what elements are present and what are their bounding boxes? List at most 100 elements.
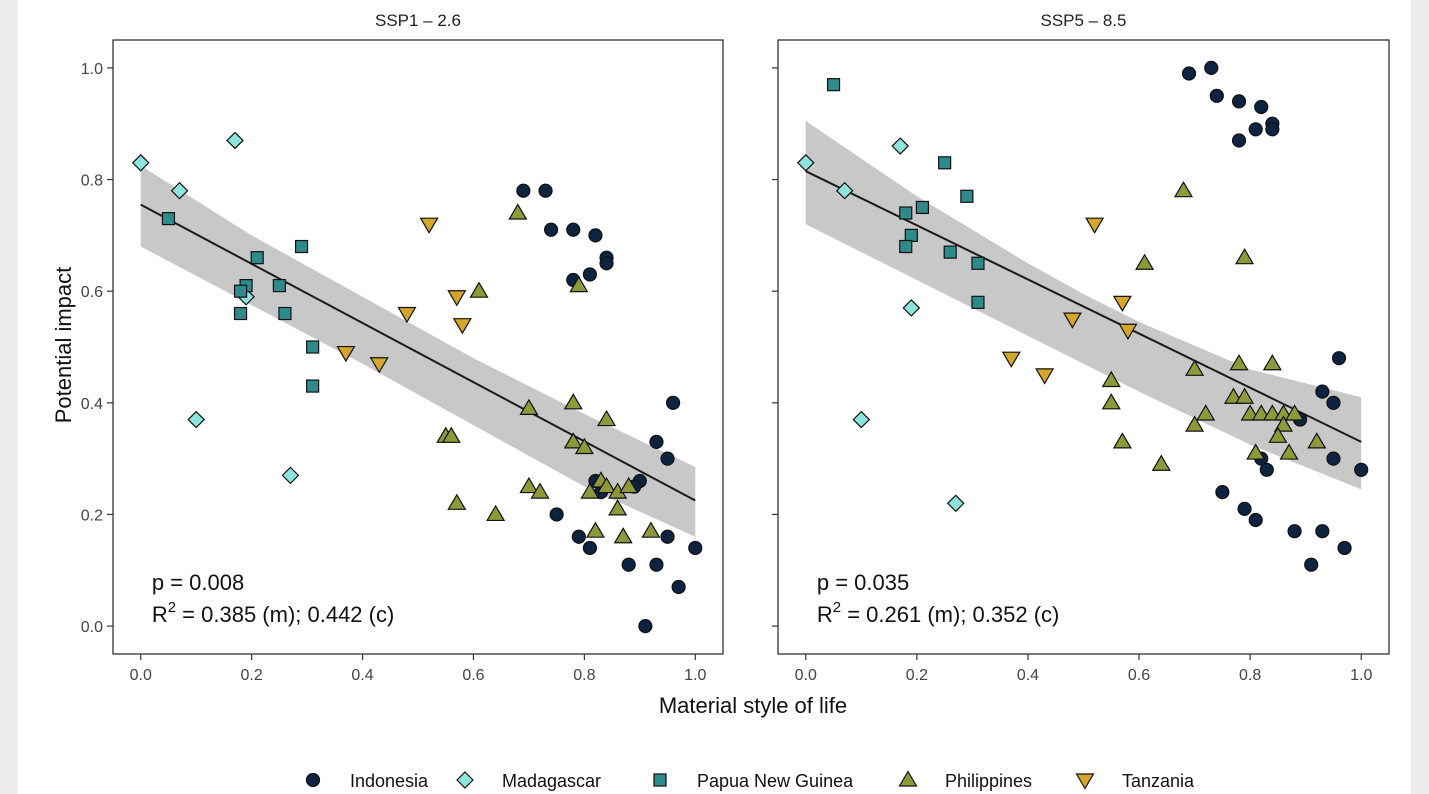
data-point: [619, 476, 639, 494]
panel-1: SSP1 – 2.6 0.0 0.2 0.4 0.6 0.8 1.0 0.0 0.2 0.4 0.6…: [81, 11, 724, 684]
data-point: [1135, 253, 1155, 270]
r2-annotation: R2 = 0.261 (m); 0.352 (c): [817, 599, 1060, 627]
data-point: [1209, 88, 1224, 103]
scatter-chart: Material style of life Potential impact …: [51, 11, 1390, 791]
data-point: [397, 306, 417, 324]
data-point: [899, 206, 913, 220]
data-point: [1235, 248, 1255, 265]
data-point: [508, 203, 528, 220]
data-point: [563, 393, 583, 410]
data-point: [1231, 94, 1247, 109]
regression-line: [805, 170, 1362, 443]
data-point: [1287, 524, 1302, 539]
data-point: [852, 410, 871, 429]
legend-entry-indonesia: Indonesia: [305, 771, 429, 791]
data-point: [641, 521, 661, 538]
legend-entry-philippines: Philippines: [898, 770, 1032, 791]
legend-label: Indonesia: [350, 771, 429, 791]
data-point: [1185, 415, 1205, 432]
data-point: [233, 306, 248, 321]
data-point: [519, 398, 539, 415]
data-point: [447, 290, 467, 307]
data-point: [1285, 404, 1305, 421]
data-point: [835, 181, 854, 200]
data-point: [131, 153, 150, 172]
data-point: [1273, 415, 1294, 432]
confidence-band: [140, 165, 696, 537]
legend: Indonesia Madagascar Papua New Guinea Phili…: [305, 770, 1195, 791]
data-point: [306, 340, 320, 354]
data-point: [1173, 181, 1194, 198]
x-axis-label: Material style of life: [659, 693, 847, 718]
r2-annotation: R2 = 0.385 (m); 0.442 (c): [152, 599, 395, 627]
data-point: [902, 299, 921, 317]
series-philippines: [436, 203, 661, 544]
data-point: [638, 618, 653, 634]
x-tick-label: 0.2: [241, 667, 263, 684]
legend-label: Tanzania: [1122, 771, 1195, 791]
data-point: [946, 494, 965, 513]
data-point: [915, 200, 930, 215]
data-point: [1259, 462, 1274, 477]
y-tick-label: 0.4: [81, 396, 103, 413]
data-point: [1326, 451, 1341, 466]
data-point: [486, 504, 506, 522]
x-tick-label: 0.4: [351, 667, 373, 684]
data-point: [278, 306, 292, 321]
data-point: [599, 256, 614, 271]
data-point: [688, 540, 703, 556]
data-point: [571, 529, 586, 544]
data-point: [585, 521, 606, 538]
y-tick-label: 0.8: [81, 173, 103, 190]
data-point: [938, 156, 952, 170]
data-point: [1062, 312, 1082, 329]
x-tick-label: 1.0: [1350, 667, 1372, 684]
data-point: [336, 345, 356, 363]
data-point: [904, 228, 918, 242]
data-point: [538, 183, 553, 198]
legend-entry-tanzania: Tanzania: [1075, 771, 1195, 791]
legend-label: Papua New Guinea: [697, 771, 854, 791]
series-madagascar: [796, 137, 965, 513]
data-point: [447, 493, 467, 510]
data-point: [891, 137, 910, 155]
data-point: [649, 434, 664, 449]
data-point: [452, 318, 472, 335]
y-tick-label: 0.2: [81, 507, 103, 524]
data-point: [272, 279, 286, 293]
data-point: [596, 409, 617, 427]
x-tick-label: 0.6: [1128, 667, 1150, 684]
data-point: [563, 432, 583, 449]
data-point: [1204, 60, 1219, 76]
series-tanzania: [336, 217, 472, 374]
data-point: [549, 507, 564, 522]
data-point: [1254, 99, 1269, 115]
data-point: [1262, 354, 1282, 371]
x-tick-label: 0.0: [795, 667, 817, 684]
data-point: [596, 476, 617, 494]
panel-2: SSP5 – 8.5 0.0 0.2 0.4 0.6 0.8 1.0 p = 0.035 R2 …: [772, 11, 1390, 684]
y-tick-label: 0.0: [81, 619, 103, 636]
x-tick-label: 1.0: [684, 667, 706, 684]
data-point: [1185, 359, 1205, 376]
data-point: [826, 78, 841, 92]
data-point: [1235, 387, 1255, 404]
data-point: [569, 275, 589, 293]
data-point: [519, 476, 539, 494]
legend-label: Philippines: [945, 771, 1032, 791]
data-point: [1354, 462, 1369, 477]
data-point: [1231, 133, 1247, 148]
data-point: [187, 410, 206, 429]
figure: Material style of life Potential impact …: [18, 0, 1411, 794]
series-papua-new-guinea: [826, 78, 985, 309]
regression-line: [140, 203, 696, 502]
data-point: [1265, 122, 1280, 137]
data-point: [1229, 354, 1249, 371]
x-tick-label: 0.2: [906, 667, 928, 684]
data-point: [1181, 66, 1197, 81]
data-point: [469, 281, 489, 298]
data-point: [1085, 217, 1105, 234]
data-point: [1331, 351, 1347, 366]
data-point: [1101, 370, 1121, 388]
data-point: [1118, 323, 1138, 340]
